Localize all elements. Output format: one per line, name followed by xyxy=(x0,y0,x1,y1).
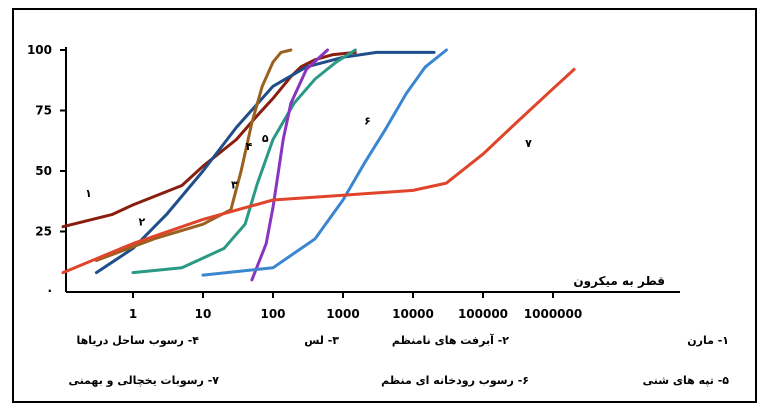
y-tick-label: 50 xyxy=(35,164,52,178)
curve-7 xyxy=(61,67,576,275)
legend-item-2: ۲- آبرفت های نامنظم xyxy=(391,334,509,347)
x-tick-label: 10 xyxy=(195,307,212,321)
curve-6 xyxy=(201,48,448,277)
legend-item-7: ۷- رسوبات یخچالی و بهمنی xyxy=(68,374,219,387)
curve-4 xyxy=(131,48,357,275)
y-tick-label: 75 xyxy=(35,104,52,118)
curve-1 xyxy=(61,50,357,229)
axes xyxy=(65,47,680,293)
ticks xyxy=(60,49,554,298)
y-tick-label: 25 xyxy=(35,225,52,239)
curve-5 xyxy=(250,48,329,282)
legend-item-5: ۵- تپه های شنی xyxy=(642,374,729,387)
x-tick-label: 1000 xyxy=(326,307,359,321)
x-tick-label: 10000 xyxy=(392,307,434,321)
chart-frame xyxy=(12,8,757,403)
curve-labels: ۱ ۲ ۳ ۴۵ ۶ ۷ xyxy=(85,114,532,228)
y-tick-zero-mark: · xyxy=(47,284,52,298)
curve-3 xyxy=(94,48,293,262)
curve-label-2: ۲ xyxy=(139,216,146,229)
x-tick-label: 100000 xyxy=(458,307,508,321)
curve-label-3: ۳ xyxy=(231,178,238,191)
curve-label-7: ۷ xyxy=(525,137,532,150)
x-axis-title: قطر به میکرون xyxy=(573,274,665,289)
curve-2 xyxy=(94,50,436,275)
curve-label-1: ۱ xyxy=(85,187,92,200)
curve-label-6: ۶ xyxy=(364,114,371,127)
legend-item-3: ۳- لس xyxy=(304,334,339,347)
x-tick-label: 100 xyxy=(260,307,285,321)
tick-labels: 25 50 75 100 · 1 10 100 1000 10000 100000 1000000 xyxy=(27,43,582,321)
legend-item-4: ۴- رسوب ساحل دریاها xyxy=(76,334,199,347)
y-tick-label: 100 xyxy=(27,43,52,57)
x-tick-label: 1 xyxy=(129,307,137,321)
x-tick-label: 1000000 xyxy=(524,307,582,321)
curve-label-4: ۴ xyxy=(246,140,253,153)
curve-label-5: ۵ xyxy=(262,132,269,145)
legend-item-1: ۱- مارن xyxy=(687,334,729,347)
curves xyxy=(61,48,576,282)
legend-item-6: ۶- رسوب رودخانه ای منظم xyxy=(381,374,529,387)
